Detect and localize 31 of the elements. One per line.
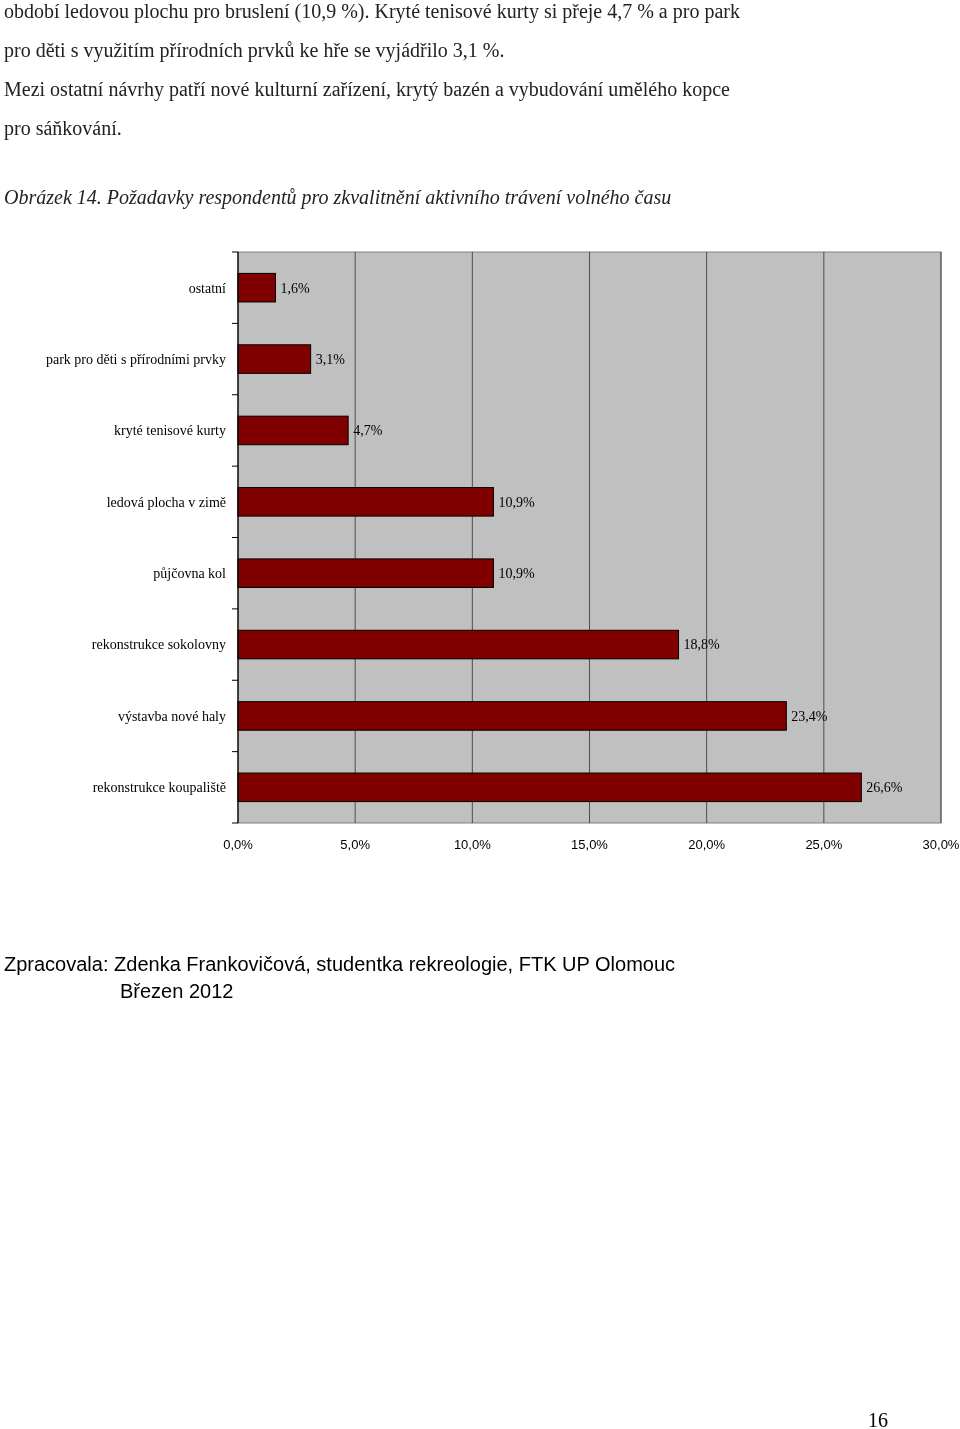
x-tick-label: 5,0% (340, 837, 371, 852)
x-tick-label: 30,0% (922, 837, 960, 852)
chart-title: Obrázek 14. Požadavky respondentů pro zkvalitnění aktivního trávení volného času (4, 186, 672, 209)
x-tick-label: 10,0% (453, 837, 492, 852)
y-tick-label: kryté tenisové kurty (114, 423, 226, 439)
data-label: 18,8% (683, 637, 721, 653)
text: pro děti s využitím přírodních prvků ke hře se vyjádřilo 3,1 %. (4, 39, 505, 62)
y-tick-label: půjčovna kol (153, 566, 227, 582)
x-tick-label: 0,0% (223, 837, 254, 852)
data-label: 10,9% (498, 566, 535, 582)
data-label: 23,4% (791, 708, 828, 724)
data-label: 26,6% (866, 780, 903, 796)
x-tick-label: 25,0% (805, 837, 843, 852)
y-tick-label: ledová plocha v zimě (106, 494, 226, 510)
text: Zpracovala: Zdenka Frankovičová, studentka rekreologie, FTK UP Olomouc (4, 953, 676, 975)
text: pro sáňkování. (4, 117, 122, 140)
y-tick-label: ostatní (188, 280, 227, 296)
data-label: 4,7% (353, 423, 383, 439)
text: 16 (868, 1409, 888, 1429)
text: Březen 2012 (120, 980, 234, 1002)
y-tick-label: park pro děti s přírodními prvky (45, 351, 226, 367)
y-tick-label: rekonstrukce sokolovny (91, 637, 226, 653)
data-label: 3,1% (315, 351, 346, 367)
data-label: 10,9% (498, 494, 535, 510)
x-tick-label: 15,0% (571, 837, 609, 852)
x-tick-label: 20,0% (688, 837, 726, 852)
y-tick-label: výstavba nové haly (117, 708, 226, 724)
text: Mezi ostatní návrhy patří nové kulturní zařízení, krytý bazén a vybudování umělého kopce (4, 78, 730, 101)
text: období ledovou plochu pro bruslení (10,9 %). Kryté tenisové kurty si přeje 4,7 % a pro park (4, 0, 740, 23)
y-tick-label: rekonstrukce koupaliště (92, 780, 226, 796)
data-label: 1,6% (280, 280, 310, 296)
